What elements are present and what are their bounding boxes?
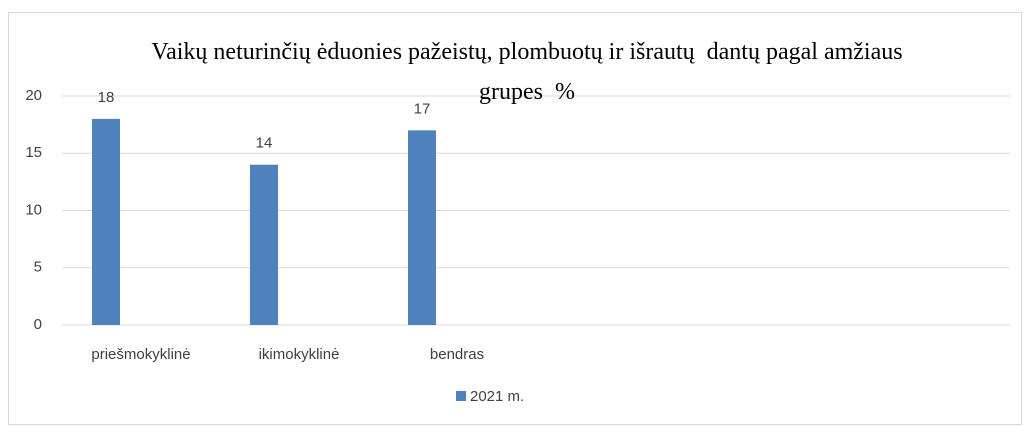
data-label: 18: [98, 89, 115, 106]
x-tick-label: ikimokyklinė: [259, 346, 340, 363]
legend-swatch: [456, 391, 466, 401]
chart-border: [8, 12, 1022, 425]
y-tick-label: 5: [34, 259, 42, 276]
data-label: 17: [414, 100, 431, 117]
y-tick-label: 15: [25, 144, 42, 161]
bar: [92, 118, 120, 326]
y-tick-label: 0: [34, 316, 42, 333]
bar: [250, 164, 278, 325]
legend-label: 2021 m.: [470, 388, 524, 405]
x-tick-label: priešmokyklinė: [91, 346, 190, 363]
data-label: 14: [256, 135, 273, 152]
bar: [408, 130, 436, 325]
chart-title: Vaikų neturinčių ėduonies pažeistų, plom…: [151, 39, 909, 105]
y-tick-label: 10: [25, 201, 42, 218]
y-tick-label: 20: [25, 87, 42, 104]
x-tick-label: bendras: [430, 346, 484, 363]
